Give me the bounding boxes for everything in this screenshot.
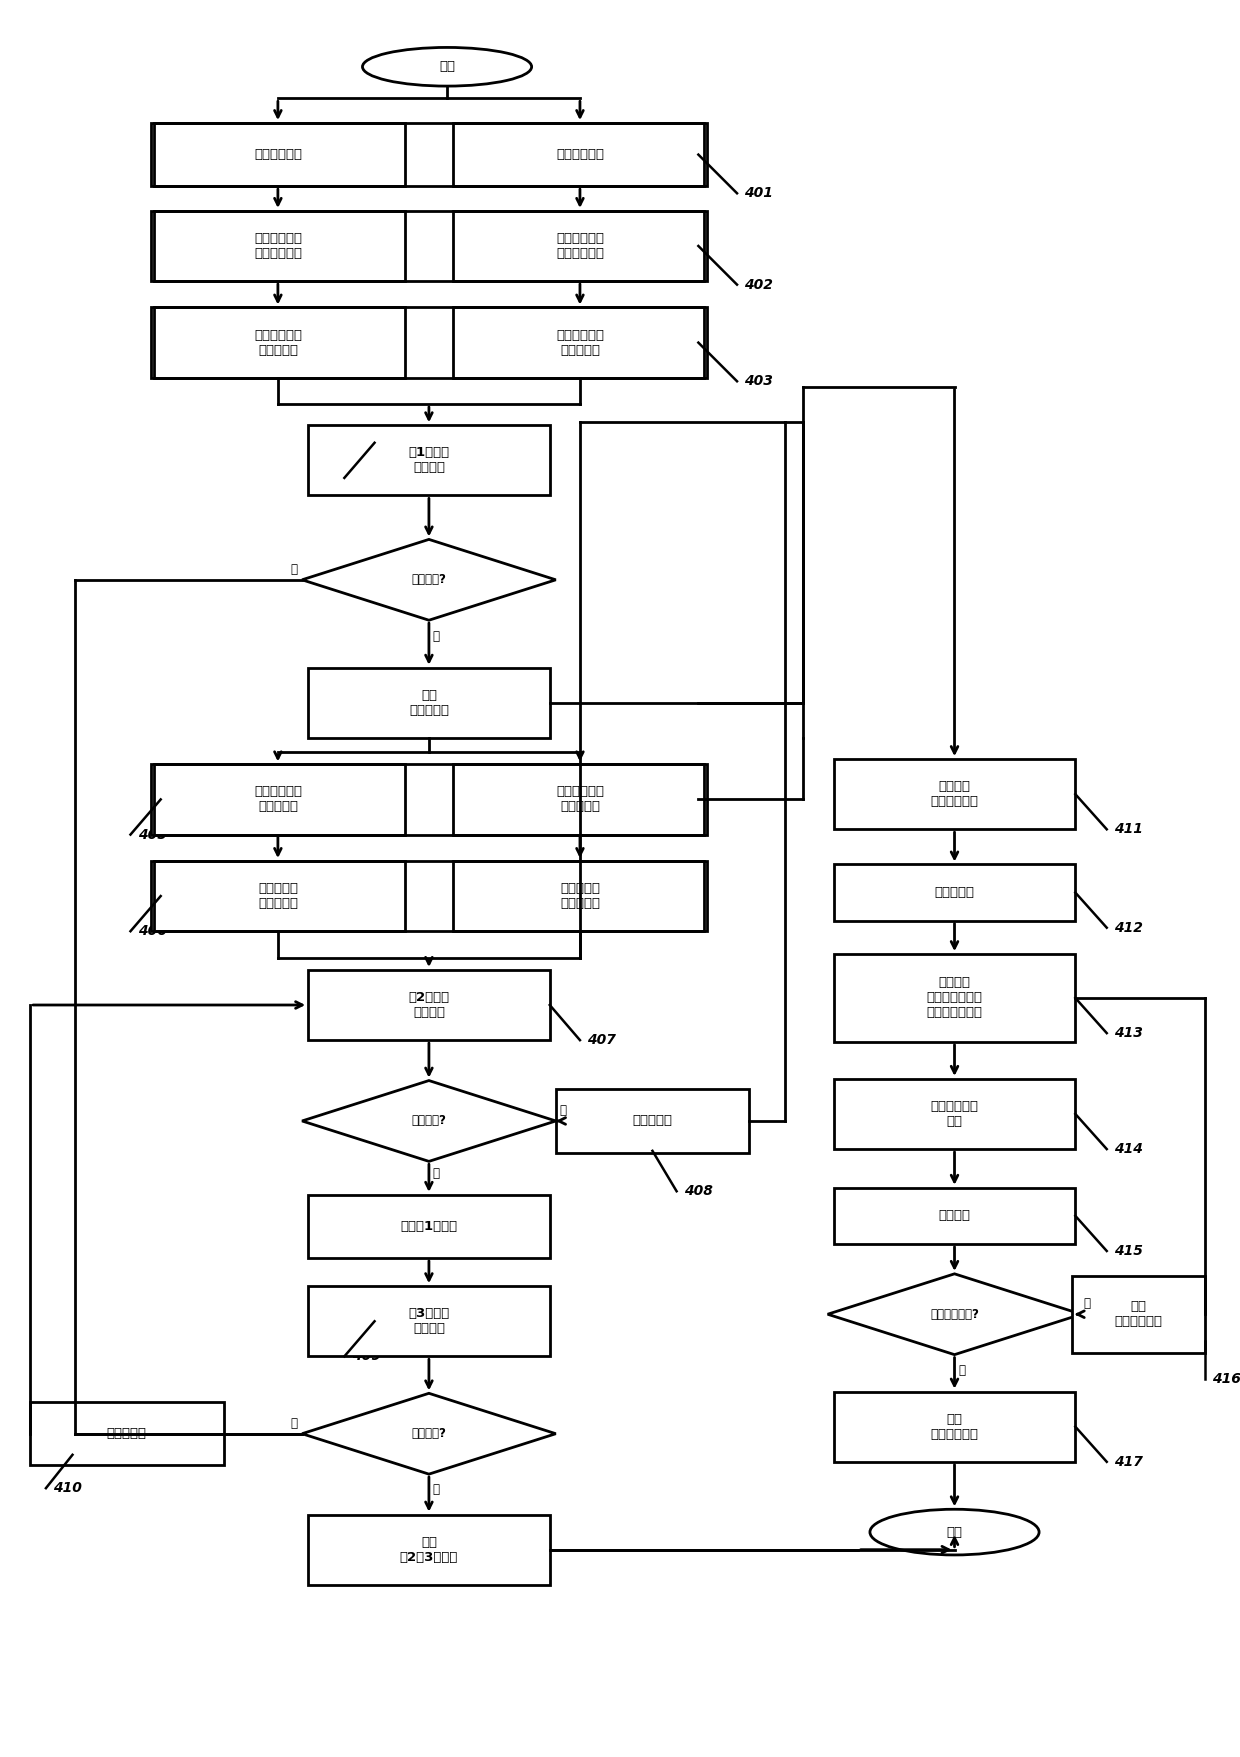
FancyBboxPatch shape	[151, 307, 404, 378]
FancyBboxPatch shape	[151, 764, 404, 835]
FancyBboxPatch shape	[833, 759, 1075, 829]
Text: 点线距序列
按降序排列: 点线距序列 按降序排列	[560, 882, 600, 910]
Text: 406: 406	[138, 924, 166, 938]
FancyBboxPatch shape	[308, 1286, 549, 1356]
Text: 否: 否	[559, 1103, 567, 1117]
Text: 407: 407	[588, 1033, 616, 1047]
FancyBboxPatch shape	[833, 1392, 1075, 1462]
Text: 402: 402	[744, 278, 774, 292]
Text: 结束: 结束	[946, 1525, 962, 1539]
FancyBboxPatch shape	[453, 861, 707, 931]
Text: 412: 412	[1114, 921, 1143, 935]
Text: 获得第1组点对: 获得第1组点对	[401, 1219, 458, 1233]
Text: 计算测量点集
点线距序列: 计算测量点集 点线距序列	[556, 785, 604, 813]
FancyBboxPatch shape	[833, 1079, 1075, 1149]
FancyBboxPatch shape	[308, 970, 549, 1040]
Polygon shape	[303, 1081, 556, 1161]
FancyBboxPatch shape	[30, 1402, 223, 1465]
Text: 获得
第2、3组点对: 获得 第2、3组点对	[399, 1536, 458, 1564]
FancyBboxPatch shape	[308, 668, 549, 738]
FancyBboxPatch shape	[453, 764, 707, 835]
Polygon shape	[827, 1274, 1081, 1355]
Text: 计算偏差
获取两点集所有
误差未超限点对: 计算偏差 获取两点集所有 误差未超限点对	[926, 977, 982, 1019]
FancyBboxPatch shape	[833, 954, 1075, 1042]
Text: 匹配成功?: 匹配成功?	[412, 573, 446, 587]
Text: 404: 404	[352, 471, 381, 485]
FancyBboxPatch shape	[453, 307, 707, 378]
Text: 开始: 开始	[439, 60, 455, 74]
FancyBboxPatch shape	[556, 1089, 749, 1153]
Text: 是: 是	[433, 1167, 439, 1181]
Text: 是: 是	[959, 1363, 965, 1377]
Text: 403: 403	[744, 374, 774, 388]
Ellipse shape	[870, 1509, 1039, 1555]
FancyBboxPatch shape	[453, 123, 707, 186]
Text: 416: 416	[1211, 1372, 1240, 1386]
Text: 计算偏差: 计算偏差	[939, 1209, 971, 1223]
Text: 获取次长边: 获取次长边	[632, 1114, 672, 1128]
FancyBboxPatch shape	[308, 1515, 549, 1585]
FancyBboxPatch shape	[833, 1188, 1075, 1244]
Text: 第1步匹配
边长匹配: 第1步匹配 边长匹配	[408, 446, 449, 474]
Text: 409: 409	[352, 1349, 381, 1363]
Text: 405: 405	[138, 828, 166, 842]
Text: 是: 是	[433, 629, 439, 643]
Text: 设计点集内计
算相对点间距: 设计点集内计 算相对点间距	[254, 232, 301, 260]
Ellipse shape	[362, 47, 532, 86]
FancyBboxPatch shape	[1071, 1276, 1204, 1353]
Text: 411: 411	[1114, 822, 1143, 836]
Text: 417: 417	[1114, 1455, 1143, 1469]
Text: 获取
一对匹配边: 获取 一对匹配边	[409, 689, 449, 717]
Text: 测量点集内计
算相对点间距: 测量点集内计 算相对点间距	[556, 232, 604, 260]
Text: 是: 是	[433, 1483, 439, 1497]
FancyBboxPatch shape	[453, 211, 707, 281]
FancyBboxPatch shape	[308, 425, 549, 495]
Text: 415: 415	[1114, 1244, 1143, 1258]
Polygon shape	[303, 539, 556, 620]
FancyBboxPatch shape	[151, 211, 404, 281]
FancyBboxPatch shape	[151, 123, 404, 186]
Text: 计算设计点集
点线距序列: 计算设计点集 点线距序列	[254, 785, 301, 813]
Text: 将点间距序列
按降序排列: 将点间距序列 按降序排列	[254, 329, 301, 357]
Polygon shape	[303, 1393, 556, 1474]
Text: 重新计算转换
参数: 重新计算转换 参数	[930, 1100, 978, 1128]
Text: 输入测量点集: 输入测量点集	[556, 148, 604, 162]
Text: 点线距序列
按降序排列: 点线距序列 按降序排列	[258, 882, 298, 910]
Text: 第2步匹配
叠距匹配: 第2步匹配 叠距匹配	[408, 991, 449, 1019]
Text: 414: 414	[1114, 1142, 1143, 1156]
Text: 满足精度要求?: 满足精度要求?	[930, 1307, 978, 1321]
Text: 将点间距序列
按降序排列: 将点间距序列 按降序排列	[556, 329, 604, 357]
FancyBboxPatch shape	[308, 1195, 549, 1258]
FancyBboxPatch shape	[833, 864, 1075, 921]
Text: 413: 413	[1114, 1026, 1143, 1040]
Text: 否: 否	[290, 1416, 298, 1430]
Text: 408: 408	[684, 1184, 713, 1198]
Text: 初始计算
坐标转换参数: 初始计算 坐标转换参数	[930, 780, 978, 808]
Text: 410: 410	[53, 1481, 82, 1495]
Text: 获取次叠距: 获取次叠距	[107, 1427, 146, 1441]
Text: 统一坐标系: 统一坐标系	[935, 886, 975, 900]
FancyBboxPatch shape	[151, 861, 404, 931]
Text: 401: 401	[744, 186, 774, 200]
Text: 输入设计点集: 输入设计点集	[254, 148, 301, 162]
Text: 匹配成功?: 匹配成功?	[412, 1427, 446, 1441]
Text: 否: 否	[290, 562, 298, 576]
Text: 匹配成功?: 匹配成功?	[412, 1114, 446, 1128]
Text: 输出
对比分析结果: 输出 对比分析结果	[930, 1413, 978, 1441]
Text: 否: 否	[1084, 1297, 1091, 1311]
Text: 剔除
误差超限点对: 剔除 误差超限点对	[1115, 1300, 1162, 1328]
Text: 第3步匹配
增点匹配: 第3步匹配 增点匹配	[408, 1307, 450, 1335]
